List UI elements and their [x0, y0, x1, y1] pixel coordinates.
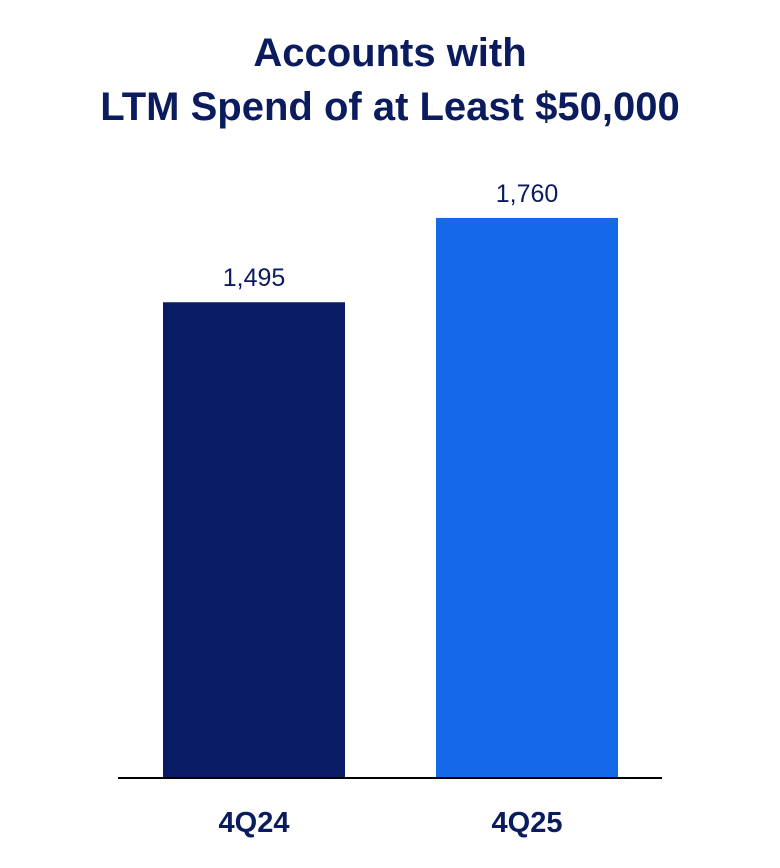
x-tick-label-4q24: 4Q24: [219, 807, 290, 839]
chart-title-line-2: LTM Spend of at Least $50,000: [100, 85, 680, 129]
bar-4q24: [163, 302, 345, 778]
chart-title: Accounts with LTM Spend of at Least $50,…: [0, 26, 780, 134]
data-label-4q25: 1,760: [496, 180, 559, 208]
bars-group: [163, 217, 618, 778]
bar-4q25: [436, 217, 618, 778]
x-tick-label-4q25: 4Q25: [492, 807, 563, 839]
data-label-4q24: 1,495: [223, 264, 286, 292]
labels-group: 1,495 4Q24 1,760 4Q25: [219, 180, 563, 839]
chart-title-line-1: Accounts with: [253, 31, 527, 75]
